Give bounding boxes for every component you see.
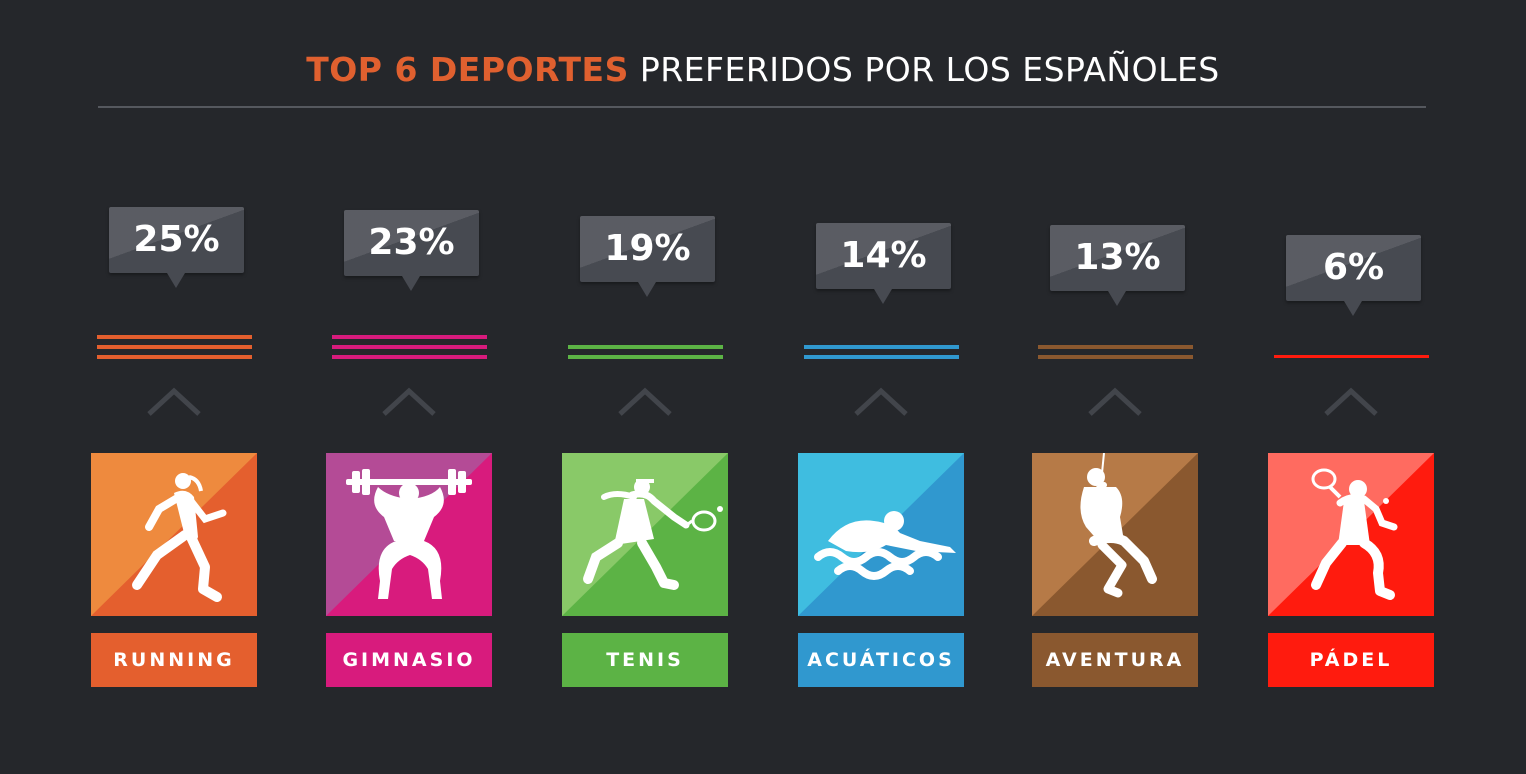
category-label: RUNNING [91,633,257,687]
chevron-up-icon [382,387,436,416]
value-level-line [568,345,723,349]
value-level-line [332,355,487,359]
value-level-line [1038,345,1193,349]
sport-column: 25% RUNNING [91,0,257,774]
value-level-line [97,335,252,339]
sport-tile [91,453,257,616]
value-level-line [1274,355,1429,358]
value-level-line [1038,355,1193,359]
value-label: 14% [840,235,927,276]
title-divider [98,106,1426,108]
weightlifter-icon [326,453,492,616]
sport-tile [562,453,728,616]
climber-icon [1032,453,1198,616]
value-label: 19% [604,228,691,269]
category-label: PÁDEL [1268,633,1434,687]
chevron-up-icon [147,387,201,416]
chevron-up-icon [1324,387,1378,416]
sport-tile [798,453,964,616]
page-title: TOP 6 DEPORTES PREFERIDOS POR LOS ESPAÑO… [0,50,1526,89]
value-level-line [97,345,252,349]
chevron-up-icon [854,387,908,416]
value-bubble: 19% [580,216,715,297]
value-label: 13% [1074,237,1161,278]
title-rest: PREFERIDOS POR LOS ESPAÑOLES [639,50,1220,89]
value-label: 25% [133,219,220,260]
sport-column: 6% PÁDEL [1268,0,1434,774]
tennis-player-icon [562,453,728,616]
value-level-line [332,345,487,349]
category-label: AVENTURA [1032,633,1198,687]
sport-column: 23% GIMNASIO [326,0,492,774]
value-level-line [804,355,959,359]
value-label: 23% [368,222,455,263]
category-label: GIMNASIO [326,633,492,687]
value-level-line [97,355,252,359]
title-accent: TOP 6 DEPORTES [306,50,629,89]
value-level-line [332,335,487,339]
sport-column: 13% AVENTURA [1032,0,1198,774]
chevron-up-icon [1088,387,1142,416]
swimmer-icon [798,453,964,616]
category-label: TENIS [562,633,728,687]
sport-column: 14% ACUÁTICOS [798,0,964,774]
value-level-line [568,355,723,359]
value-bubble: 14% [816,223,951,304]
value-bubble: 25% [109,207,244,288]
runner-icon [91,453,257,616]
category-label: ACUÁTICOS [798,633,964,687]
sport-tile [1032,453,1198,616]
value-bubble: 6% [1286,235,1421,316]
chevron-up-icon [618,387,672,416]
value-bubble: 13% [1050,225,1185,306]
sport-tile [326,453,492,616]
value-level-line [804,345,959,349]
sport-column: 19% TENIS [562,0,728,774]
padel-player-icon [1268,453,1434,616]
value-bubble: 23% [344,210,479,291]
sport-tile [1268,453,1434,616]
value-label: 6% [1322,247,1385,288]
